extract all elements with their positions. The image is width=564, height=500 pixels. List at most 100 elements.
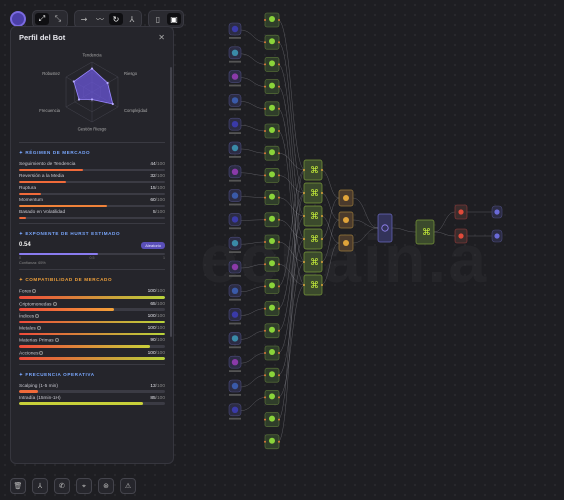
edge[interactable] [277, 175, 306, 194]
redo-icon[interactable]: ↻ [109, 13, 123, 25]
edge[interactable] [320, 169, 340, 199]
edge[interactable] [239, 352, 267, 364]
edge[interactable] [277, 219, 306, 240]
info-icon[interactable] [39, 350, 44, 355]
node-port[interactable] [264, 307, 266, 310]
node-port[interactable] [264, 285, 266, 288]
node-port[interactable] [264, 440, 266, 443]
node-port[interactable] [264, 41, 266, 44]
node-port[interactable] [278, 19, 280, 21]
target-icon[interactable]: ⊛ [98, 478, 114, 494]
node-port[interactable] [303, 192, 305, 194]
node-port[interactable] [321, 261, 323, 263]
node-port[interactable] [264, 152, 266, 155]
node-port[interactable] [278, 352, 280, 354]
edge[interactable] [239, 196, 267, 198]
node-port[interactable] [264, 196, 266, 199]
node-port[interactable] [278, 329, 280, 332]
layout-icon[interactable]: ▯ [155, 14, 161, 24]
edge[interactable] [277, 108, 306, 263]
edge[interactable] [239, 241, 267, 245]
edge[interactable] [277, 192, 306, 309]
warning-icon[interactable]: ⚠ [120, 478, 136, 494]
trend-icon[interactable]: 〰 [96, 14, 104, 24]
edge[interactable] [391, 227, 417, 233]
node-port[interactable] [264, 352, 266, 354]
node-port[interactable] [264, 263, 266, 266]
node-port[interactable] [278, 196, 280, 199]
node-port[interactable] [278, 396, 280, 399]
edge[interactable] [239, 53, 267, 65]
node-port[interactable] [264, 218, 266, 221]
pin-icon[interactable]: ⌖ [76, 478, 92, 494]
node-port[interactable] [303, 238, 305, 240]
node-port[interactable] [303, 284, 305, 286]
edge[interactable] [277, 284, 306, 398]
edge[interactable] [277, 197, 306, 217]
edge[interactable] [277, 263, 306, 286]
node-port[interactable] [303, 261, 305, 263]
node-port[interactable] [278, 152, 280, 155]
edge[interactable] [277, 130, 306, 286]
node-port[interactable] [321, 238, 323, 240]
edge[interactable] [277, 19, 306, 171]
edge[interactable] [352, 197, 379, 229]
node-port[interactable] [264, 19, 266, 21]
graph-nodes-icon[interactable]: ⅄ [32, 478, 48, 494]
node-port[interactable] [321, 192, 323, 194]
app-logo-icon[interactable] [10, 11, 26, 27]
node-port[interactable] [264, 85, 266, 88]
edge[interactable] [239, 219, 267, 221]
edge[interactable] [239, 77, 267, 87]
node-port[interactable] [264, 418, 266, 421]
edge[interactable] [239, 263, 267, 269]
edge[interactable] [277, 152, 306, 171]
edge[interactable] [239, 148, 267, 154]
node-port[interactable] [321, 284, 323, 286]
info-icon[interactable] [32, 289, 37, 294]
node-port[interactable] [303, 169, 305, 171]
node-port[interactable] [278, 418, 280, 421]
node-port[interactable] [278, 85, 280, 88]
phone-icon[interactable]: ✆ [54, 478, 70, 494]
edge[interactable] [433, 211, 456, 233]
edge[interactable] [239, 172, 267, 176]
edge[interactable] [352, 227, 379, 244]
edge[interactable] [277, 64, 306, 217]
node-port[interactable] [321, 215, 323, 217]
edge[interactable] [320, 215, 340, 244]
node-port[interactable] [321, 169, 323, 171]
graph-node[interactable] [415, 219, 435, 245]
edge[interactable] [433, 231, 456, 237]
node-port[interactable] [278, 130, 280, 132]
close-icon[interactable]: ✕ [158, 33, 165, 42]
node-port[interactable] [278, 107, 280, 110]
node-port[interactable] [264, 130, 266, 132]
edge[interactable] [239, 101, 267, 110]
edge[interactable] [277, 169, 306, 420]
connect-icon[interactable]: → [80, 14, 88, 24]
node-port[interactable] [264, 241, 266, 243]
edge[interactable] [277, 41, 306, 194]
info-icon[interactable] [35, 313, 40, 318]
node-port[interactable] [278, 241, 280, 243]
info-icon[interactable] [36, 326, 41, 331]
edge[interactable] [239, 397, 267, 412]
info-icon[interactable] [52, 301, 57, 306]
edge[interactable] [320, 242, 340, 286]
graph-icon[interactable]: ⅄ [129, 14, 135, 24]
trash-icon[interactable]: 🗑 [10, 478, 26, 494]
node-port[interactable] [278, 374, 280, 377]
edge[interactable] [277, 261, 306, 376]
edge[interactable] [277, 241, 306, 263]
edge[interactable] [239, 374, 267, 388]
node-port[interactable] [278, 41, 280, 44]
edge[interactable] [239, 308, 267, 316]
node-port[interactable] [264, 63, 266, 66]
node-port[interactable] [264, 374, 266, 377]
panel-icon[interactable]: ▣ [167, 13, 181, 25]
edge[interactable] [277, 192, 306, 443]
edge[interactable] [277, 215, 306, 332]
node-port[interactable] [264, 174, 266, 177]
